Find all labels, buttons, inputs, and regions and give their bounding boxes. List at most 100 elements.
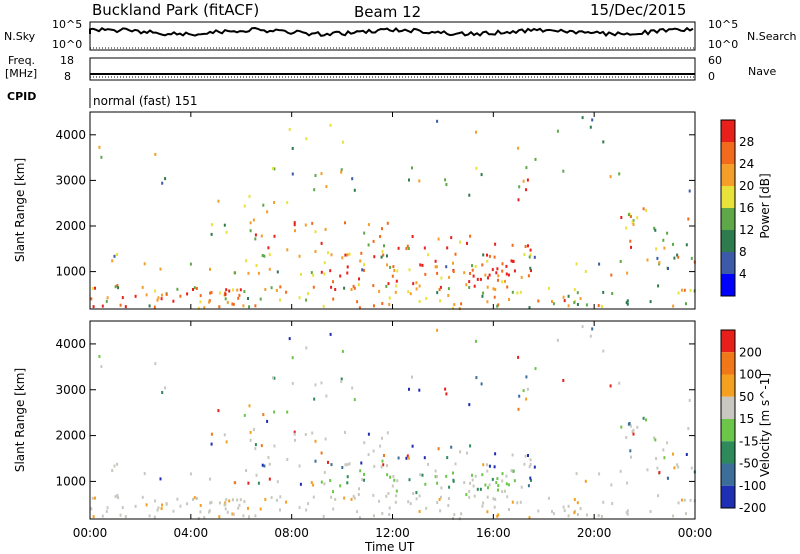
power-cell: [488, 273, 491, 277]
velocity-cell: [448, 485, 451, 489]
velocity-cell: [232, 512, 235, 516]
velocity-cell: [340, 377, 343, 381]
velocity-cell: [524, 454, 527, 458]
velocity-cell: [392, 474, 395, 478]
power-cell: [340, 170, 343, 174]
velocity-cell: [268, 477, 271, 481]
colorbar-tick-label: -200: [739, 501, 766, 515]
velocity-cell: [567, 504, 570, 508]
velocity-cell: [469, 481, 471, 485]
velocity-cell: [506, 495, 509, 499]
y-tick-label: 3000: [55, 173, 86, 187]
velocity-cell: [505, 482, 508, 486]
velocity-cell: [272, 376, 274, 380]
velocity-cell: [611, 502, 614, 505]
power-cell: [224, 297, 227, 301]
power-cell: [567, 294, 570, 298]
power-cell: [394, 290, 397, 294]
power-cell: [254, 304, 257, 308]
power-cell: [254, 233, 257, 237]
velocity-cell: [475, 376, 478, 380]
velocity-cell: [325, 394, 328, 398]
velocity-cell: [562, 379, 565, 382]
velocity-cell: [484, 483, 487, 487]
velocity-cell: [298, 506, 301, 510]
velocity-cell: [383, 454, 385, 457]
power-cell: [597, 304, 600, 307]
power-cell: [585, 303, 588, 307]
velocity-cell: [372, 493, 375, 497]
power-cell: [279, 298, 281, 302]
velocity-cell: [501, 479, 504, 483]
velocity-cell: [471, 478, 474, 482]
power-cell: [619, 260, 622, 263]
velocity-cell: [121, 506, 124, 510]
velocity-cell: [501, 490, 504, 494]
velocity-cell: [646, 468, 649, 472]
velocity-cell: [494, 497, 497, 501]
velocity-cell: [512, 469, 515, 473]
velocity-cell: [293, 430, 296, 434]
velocity-cell: [421, 473, 424, 477]
velocity-cell: [658, 471, 661, 474]
velocity-cell: [454, 462, 457, 466]
freq-panel: [89, 57, 696, 81]
velocity-cell: [247, 506, 249, 510]
velocity-cell: [161, 391, 164, 394]
power-cell: [683, 288, 686, 292]
power-cell: [405, 247, 408, 251]
power-cell: [662, 238, 665, 242]
colorbar-tick-label: -50: [739, 457, 759, 471]
velocity-cell: [199, 504, 202, 507]
power-cell: [523, 253, 526, 256]
velocity-cell: [322, 514, 325, 518]
velocity-cell: [378, 499, 381, 503]
power-cell: [395, 279, 398, 283]
power-cell: [350, 288, 353, 291]
power-cell: [528, 255, 531, 259]
velocity-cell: [267, 456, 270, 459]
power-cell: [471, 268, 474, 272]
velocity-cell: [286, 458, 289, 461]
power-cell: [491, 268, 494, 272]
velocity-cell: [254, 447, 257, 451]
velocity-cell: [293, 432, 296, 436]
velocity-cell: [526, 387, 529, 391]
velocity-cell: [157, 506, 160, 510]
velocity-cell: [341, 466, 344, 469]
colorbar-swatch: [721, 142, 735, 164]
power-cell: [247, 297, 249, 300]
velocity-cell: [522, 389, 525, 393]
velocity-cell: [249, 438, 252, 442]
power-cell: [473, 284, 476, 288]
power-cell: [245, 259, 248, 263]
velocity-cell: [527, 484, 530, 488]
power-cell: [488, 254, 491, 258]
velocity-cell: [626, 509, 629, 513]
colorbar-swatch: [721, 419, 735, 442]
nsky-bottom-tick: 10^0: [52, 38, 83, 51]
power-cell: [218, 291, 221, 295]
velocity-cell: [563, 509, 566, 513]
power-cell: [353, 188, 356, 192]
power-cell: [656, 256, 659, 260]
power-cell: [242, 304, 245, 308]
velocity-cell: [286, 410, 289, 414]
power-cell: [481, 294, 484, 298]
colorbar-tick-label: -100: [739, 479, 766, 493]
power-cell: [654, 228, 657, 232]
velocity-cell: [314, 439, 317, 443]
velocity-cell: [517, 407, 520, 411]
power-cell: [111, 259, 114, 263]
power-cell: [380, 255, 383, 259]
power-cell: [305, 298, 308, 302]
power-cell: [418, 300, 421, 303]
power-cell: [465, 283, 468, 287]
power-cell: [658, 261, 661, 265]
velocity-cell: [276, 480, 279, 484]
velocity-cell: [610, 483, 613, 487]
power-cell: [341, 256, 344, 260]
velocity-cell: [511, 500, 514, 504]
power-cell: [516, 291, 519, 295]
power-cell: [161, 293, 163, 297]
